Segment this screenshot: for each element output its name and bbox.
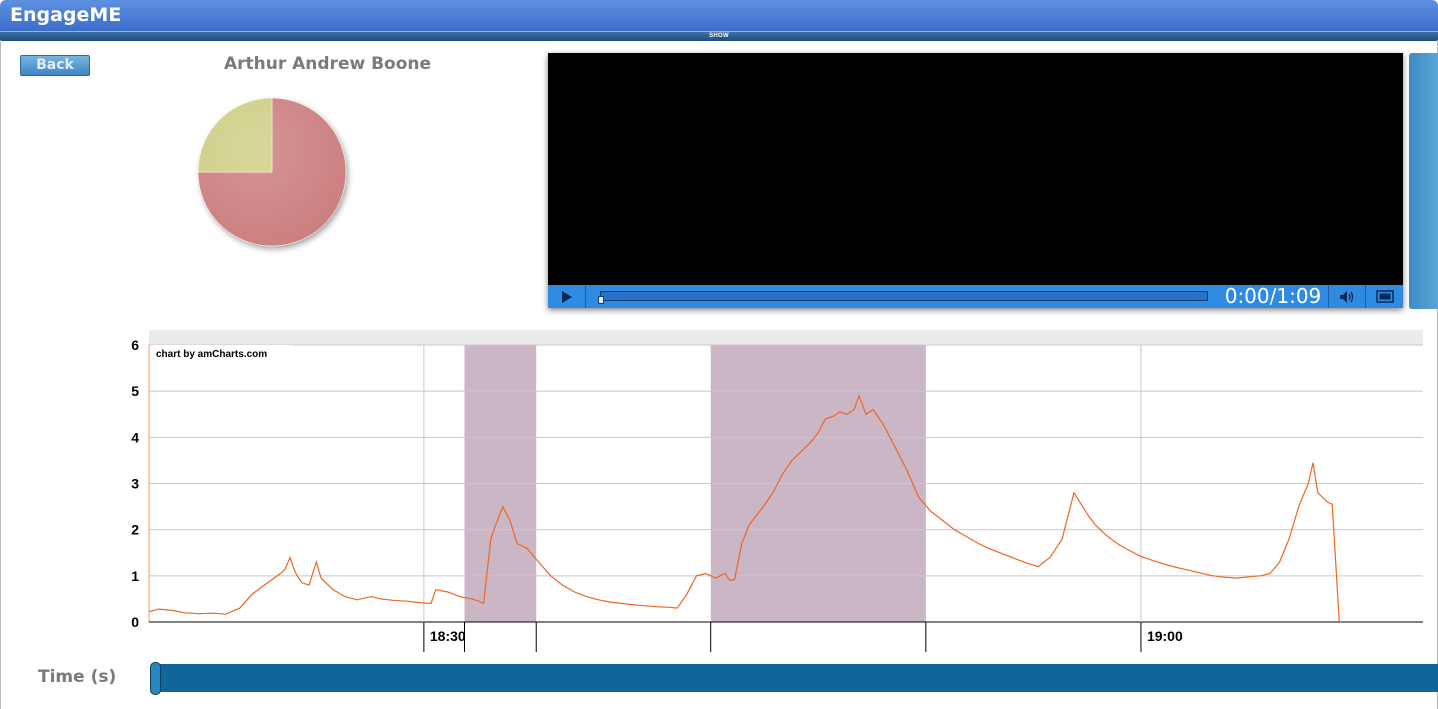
video-progress-handle[interactable] [598,296,604,304]
y-tick-label: 0 [131,614,139,630]
app-title: EngageME [10,4,122,26]
play-button[interactable] [548,285,586,308]
chart-credit-box [151,345,292,363]
play-icon [561,290,572,303]
pie-slice-1[interactable] [197,97,273,173]
video-time-display: 0:00/1:09 [1224,284,1322,308]
chart-scroll-band [149,330,1423,345]
video-progress-bar[interactable] [600,291,1208,301]
y-tick-label: 6 [131,337,139,353]
title-bar: EngageME [0,0,1438,31]
person-name: Arthur Andrew Boone [223,54,432,74]
show-toggle-bar[interactable]: SHOW [0,31,1438,41]
volume-icon [1340,290,1354,303]
show-label[interactable]: SHOW [709,33,729,39]
video-player: 0:00/1:09 [548,53,1403,308]
engagement-pie-chart [197,97,347,247]
engagement-series-line [148,394,1340,623]
fullscreen-icon [1375,290,1394,303]
y-tick-label: 4 [131,429,139,445]
y-tick-label: 2 [131,522,139,538]
time-axis-label: Time (s) [38,667,117,687]
engagement-line-chart: 0 1 2 3 4 5 6 18:30 19:00 chart by amCharts.com [131,330,1423,652]
back-button[interactable]: Back [20,55,90,76]
y-tick-label: 5 [131,383,139,399]
chart-credit[interactable]: chart by amCharts.com [156,349,267,360]
y-tick-label: 1 [131,568,139,584]
volume-button[interactable] [1328,285,1365,308]
video-controls: 0:00/1:09 [548,285,1403,308]
video-screen[interactable] [548,53,1403,285]
y-tick-label: 3 [131,476,139,492]
frame-border-left [0,40,1,709]
x-tick-label: 19:00 [1147,628,1183,644]
x-tick-label: 18:30 [430,628,466,644]
fullscreen-button[interactable] [1365,285,1403,308]
time-slider-handle[interactable] [150,662,161,695]
time-range-slider[interactable] [152,664,1438,692]
side-panel-tab[interactable] [1409,53,1438,309]
